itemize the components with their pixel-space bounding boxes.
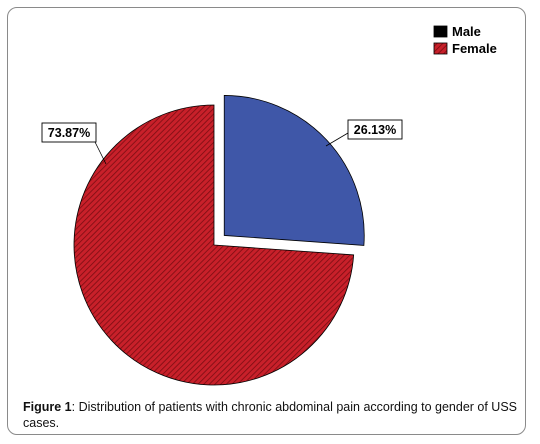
pie-slice-male [223,95,365,246]
leader-line-male [325,132,349,147]
data-label-female: 73.87% [41,122,97,143]
legend: Male Female [433,24,497,56]
data-label-male-text: 26.13% [354,123,396,137]
caption-prefix: Figure 1 [23,400,72,414]
data-label-female-text: 73.87% [48,126,90,140]
data-label-male: 26.13% [347,119,403,140]
legend-swatch-male [433,25,448,38]
figure-caption: Figure 1: Distribution of patients with … [23,399,517,431]
leader-line-female [94,141,107,165]
legend-label-female: Female [452,41,497,56]
pie-slice-female [73,104,355,386]
caption-text: : Distribution of patients with chronic … [23,400,518,430]
legend-label-male: Male [452,24,481,39]
pie-chart: Male Female 26.13% 73.87% [41,24,497,386]
legend-swatch-female [433,42,448,55]
